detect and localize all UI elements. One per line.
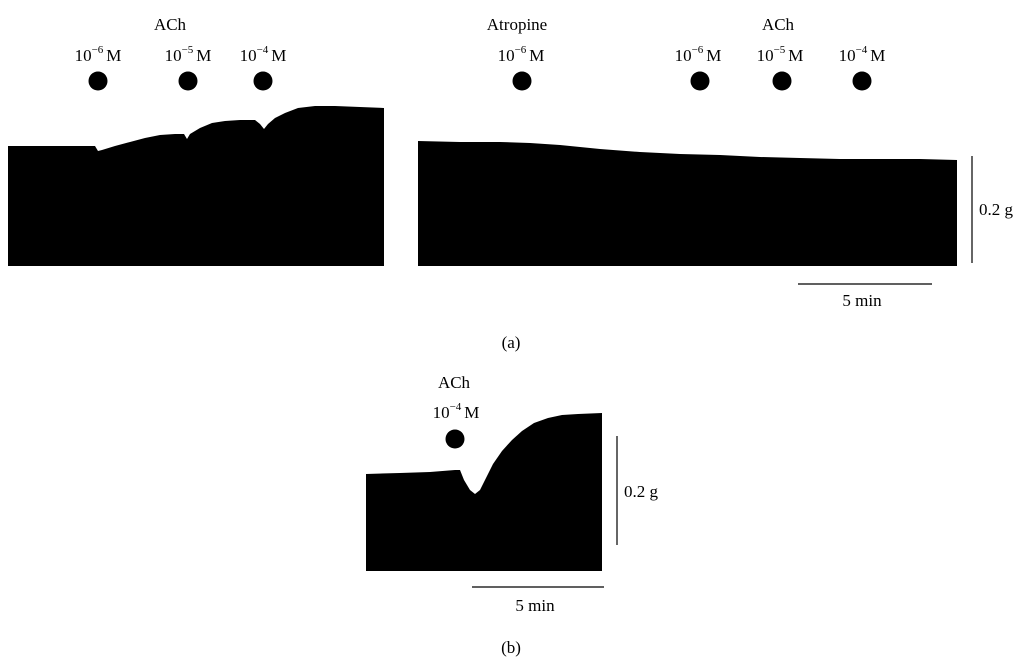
dose-marker-dot <box>88 71 108 91</box>
dose-label: 10−6 M <box>498 44 545 65</box>
dose-label: 10−5 M <box>757 44 804 65</box>
dose-label: 10−4 M <box>433 401 480 422</box>
dose-label: 10−4 M <box>839 44 886 65</box>
dose-marker-dot <box>772 71 792 91</box>
dose-marker-dot <box>178 71 198 91</box>
force-scale-label: 0.2 g <box>979 200 1014 219</box>
dose-marker-dot <box>852 71 872 91</box>
panel-caption-a: (a) <box>502 333 521 352</box>
drug-label-atropine: Atropine <box>487 15 547 34</box>
drug-label-ach: ACh <box>438 373 471 392</box>
dose-label: 10−4 M <box>240 44 287 65</box>
panel-a: ACh Atropine ACh 10−6 M 10−5 M 10−4 M 10−6 M… <box>8 15 1014 352</box>
dose-label: 10−5 M <box>165 44 212 65</box>
dose-marker-dot <box>512 71 532 91</box>
dose-label: 10−6 M <box>675 44 722 65</box>
drug-label-ach-1: ACh <box>154 15 187 34</box>
drug-label-ach-2: ACh <box>762 15 795 34</box>
dose-label: 10−6 M <box>75 44 122 65</box>
tension-trace-ach-single <box>366 413 602 571</box>
time-scale-label: 5 min <box>842 291 882 310</box>
force-scale-label: 0.2 g <box>624 482 659 501</box>
dose-marker-dot <box>445 429 465 449</box>
tension-trace-ach <box>8 106 384 266</box>
panel-caption-b: (b) <box>501 638 521 657</box>
tension-trace-atropine <box>418 141 957 266</box>
dose-marker-dot <box>253 71 273 91</box>
time-scale-label: 5 min <box>515 596 555 615</box>
panel-b: ACh 10−4 M 0.2 g 5 min (b) <box>366 373 659 657</box>
dose-marker-dot <box>690 71 710 91</box>
